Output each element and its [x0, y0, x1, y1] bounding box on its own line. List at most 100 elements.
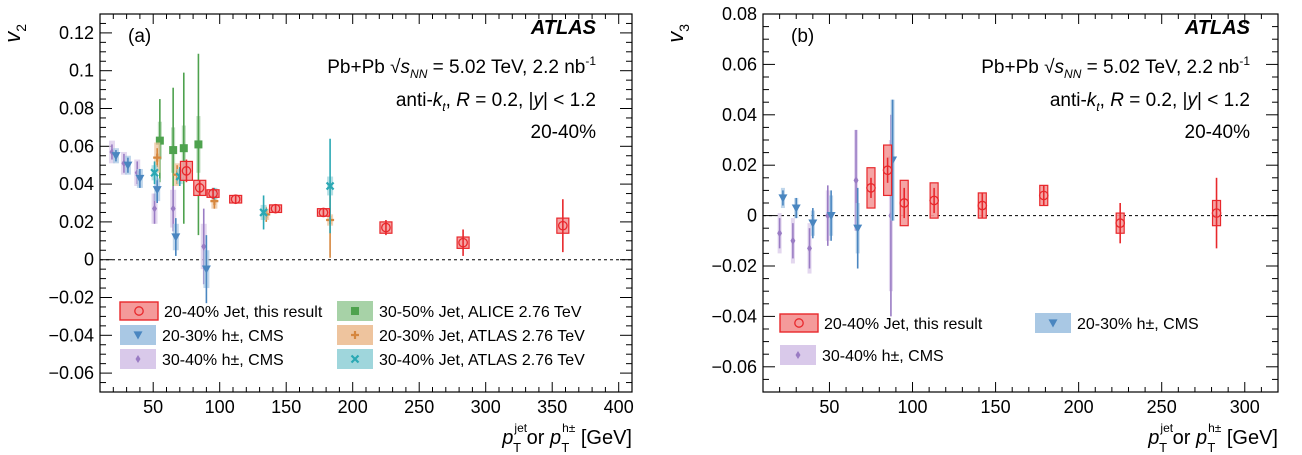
- data-point: [791, 204, 801, 213]
- y-tick-label: −0.02: [711, 256, 757, 276]
- data-point: [1115, 218, 1126, 229]
- y-tick-label: 0.02: [59, 212, 94, 232]
- legend-marker: [351, 307, 359, 315]
- series-this_result: [179, 159, 570, 256]
- data-point: [150, 168, 159, 178]
- info-line-collision: Pb+Pb √sNN = 5.02 TeV, 2.2 nb-1: [327, 54, 596, 81]
- data-point: [325, 181, 335, 191]
- y-tick-label: 0.12: [59, 23, 94, 43]
- legend-label: 20-30% Jet, ATLAS 2.76 TeV: [379, 328, 585, 345]
- x-tick-label: 100: [897, 397, 927, 417]
- x-axis: 50 100 150 200 250 300: [762, 14, 1279, 417]
- legend-marker: [794, 318, 804, 328]
- x-tick-label: 400: [604, 397, 634, 417]
- legend-marker: [133, 331, 143, 340]
- legend-label: 30-40% h±, CMS: [162, 352, 284, 369]
- y-tick-label: 0.04: [59, 174, 94, 194]
- y-axis: −0.06 −0.04 −0.02 0 0.02 0.04 0.06 0.08: [711, 4, 1278, 393]
- panel-a-v2: 50 100 150 200 250 300 350 400 −0.06 −0.04 −0.02 0 0…: [0, 13, 634, 455]
- data-point: [270, 203, 281, 214]
- y-tick-label: 0.1: [69, 61, 94, 81]
- info-line-jets: anti-kt, R = 0.2, |y| < 1.2: [396, 90, 596, 114]
- series-atlas276_20_30: [153, 142, 335, 258]
- data-point: [170, 204, 176, 213]
- y-tick-label: 0.06: [59, 136, 94, 156]
- data-point: [853, 176, 859, 185]
- info-line-jets: anti-kt, R = 0.2, |y| < 1.2: [1050, 90, 1250, 114]
- legend-label: 30-50% Jet, ALICE 2.76 TeV: [379, 304, 582, 321]
- series-atlas276_30_40: [150, 138, 335, 234]
- x-tick-label: 100: [205, 397, 235, 417]
- data-point: [1211, 208, 1222, 218]
- y-axis: −0.06 −0.04 −0.02 0 0.02 0.04 0.06 0.08 0.1 0.12: [48, 13, 632, 393]
- data-point: [826, 212, 836, 221]
- data-point: [1038, 190, 1049, 201]
- data-point: [152, 204, 158, 213]
- data-point: [807, 244, 813, 253]
- x-tick-label: 200: [338, 397, 368, 417]
- legend: 20-40% Jet, this result 30-50% Jet, ALICE…: [119, 301, 585, 369]
- y-tick-label: 0.06: [722, 54, 757, 74]
- centrality-label: 20-40%: [1185, 122, 1251, 143]
- panel-label: (b): [791, 26, 814, 47]
- data-point: [808, 219, 818, 228]
- info-line-collision: Pb+Pb √sNN = 5.02 TeV, 2.2 nb-1: [981, 54, 1250, 81]
- x-tick-label: 150: [271, 397, 301, 417]
- experiment-label: ATLAS: [1184, 17, 1251, 39]
- legend-label: 20-40% Jet, this result: [824, 316, 983, 333]
- data-point: [169, 146, 178, 155]
- legend-swatch: [119, 301, 159, 321]
- legend-swatch: [779, 313, 819, 333]
- x-tick-label: 300: [1230, 397, 1260, 417]
- y-tick-label: −0.04: [48, 325, 94, 345]
- data-point: [853, 224, 863, 233]
- data-point: [135, 174, 145, 183]
- y-tick-label: 0: [84, 250, 94, 270]
- x-tick-label: 250: [404, 397, 434, 417]
- data-point: [153, 153, 162, 162]
- data-point: [123, 161, 133, 170]
- legend-marker: [350, 354, 360, 364]
- x-tick-label: 150: [981, 397, 1011, 417]
- series-alice: [155, 53, 203, 236]
- data-point: [458, 237, 468, 248]
- y-tick-label: 0.04: [722, 105, 757, 125]
- data-point: [977, 200, 988, 211]
- data-point: [899, 198, 910, 208]
- data-point: [111, 152, 121, 161]
- data-point: [259, 208, 268, 217]
- data-point: [777, 229, 783, 238]
- data-point: [230, 194, 241, 205]
- series-this_result: [866, 144, 1222, 249]
- data-point: [179, 144, 188, 153]
- data-point: [882, 165, 893, 176]
- y-tick-label: 0.02: [722, 155, 757, 175]
- data-point: [790, 236, 796, 245]
- legend-marker: [351, 331, 359, 339]
- x-axis-label: pjet T or ph± T [GeV]: [1147, 421, 1278, 455]
- legend-marker: [795, 351, 801, 359]
- x-axis-label: pjet T or ph± T [GeV]: [501, 421, 632, 455]
- data-point: [929, 195, 939, 206]
- data-point: [318, 207, 329, 218]
- legend-label: 20-40% Jet, this result: [164, 304, 323, 321]
- data-point: [152, 186, 162, 195]
- legend-marker: [134, 306, 144, 316]
- centrality-label: 20-40%: [531, 122, 597, 143]
- y-tick-label: 0.08: [59, 99, 94, 119]
- series-cms_20_30: [111, 148, 211, 304]
- y-tick-label: −0.02: [48, 288, 94, 308]
- y-tick-label: 0.08: [722, 4, 757, 24]
- x-tick-label: 50: [819, 397, 839, 417]
- y-tick-label: −0.06: [48, 363, 94, 383]
- panel-label: (a): [128, 26, 151, 47]
- data-point: [201, 242, 207, 251]
- legend-label: 30-40% h±, CMS: [822, 348, 944, 365]
- data-point: [208, 188, 218, 199]
- experiment-label: ATLAS: [530, 17, 597, 39]
- data-point: [171, 233, 181, 242]
- y-axis-label: v2: [0, 24, 29, 43]
- y-tick-label: 0: [747, 206, 757, 226]
- legend-label: 30-40% Jet, ATLAS 2.76 TeV: [379, 352, 585, 369]
- legend-marker: [135, 355, 141, 363]
